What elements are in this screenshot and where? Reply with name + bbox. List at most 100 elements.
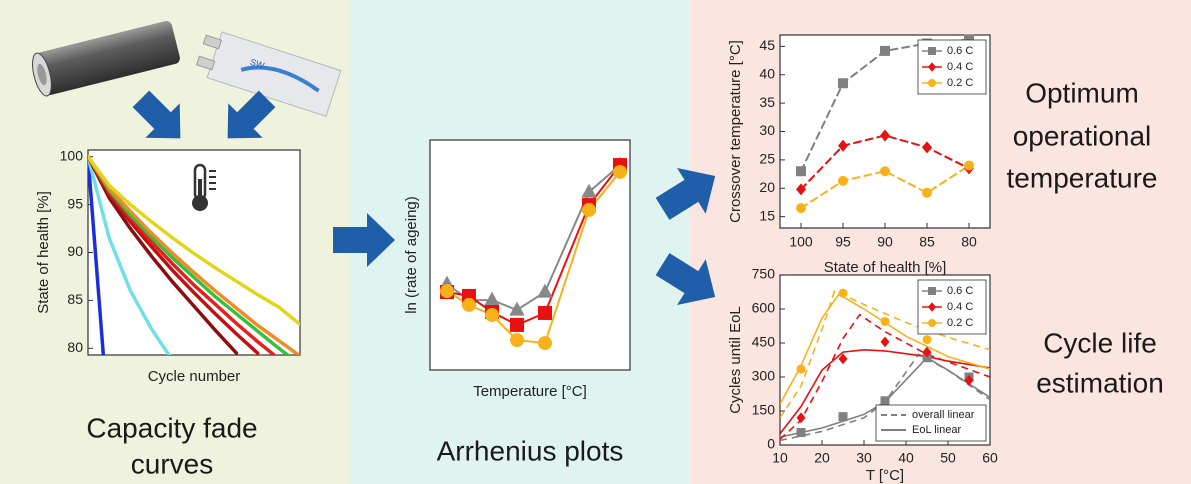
marker: [928, 47, 936, 55]
y-tick-label: 100: [60, 147, 84, 163]
marker: [838, 288, 848, 298]
marker: [880, 129, 890, 142]
y-tick-label: 300: [752, 368, 776, 384]
marker: [613, 164, 627, 179]
y-tick-label: 40: [759, 65, 775, 81]
fit-line: [780, 313, 990, 440]
marker: [537, 283, 553, 298]
y-tick-label: 450: [752, 334, 776, 350]
panel-title: temperature: [1007, 162, 1158, 193]
marker: [581, 183, 597, 198]
marker: [928, 319, 936, 327]
x-axis-label: T [°C]: [866, 467, 904, 484]
marker: [796, 428, 806, 438]
series-line: [800, 164, 970, 210]
marker: [484, 291, 500, 306]
marker: [796, 183, 806, 196]
series-line: [88, 154, 172, 355]
x-tick-label: 85: [919, 234, 935, 250]
marker: [485, 308, 499, 323]
legend-label: EoL linear: [912, 424, 961, 436]
y-tick-label: 750: [752, 266, 776, 282]
x-tick-label: 30: [856, 450, 872, 466]
x-axis-label: State of health [%]: [824, 259, 947, 276]
y-tick-label: 600: [752, 300, 776, 316]
marker: [510, 333, 524, 348]
legend-label: 0.4 C: [947, 61, 973, 73]
marker: [796, 412, 806, 424]
marker: [880, 316, 890, 326]
marker: [922, 346, 932, 358]
marker: [838, 353, 848, 365]
marker: [880, 45, 890, 56]
y-tick-label: 150: [752, 402, 776, 418]
plot-content: [88, 154, 300, 355]
marker: [796, 364, 806, 374]
panel-title: estimation: [1036, 367, 1164, 398]
x-tick-label: 100: [789, 234, 813, 250]
marker: [538, 336, 552, 351]
panel-title: Arrhenius plots: [437, 435, 624, 466]
plot-area: [429, 139, 631, 371]
y-tick-label: 95: [67, 195, 83, 211]
chart: 15 20 25 30 35 40 45 100 95 90 85 80 State of health…: [727, 34, 991, 276]
marker: [538, 305, 552, 320]
marker: [880, 396, 890, 406]
marker: [838, 175, 848, 186]
marker: [582, 202, 596, 217]
series-line: [88, 154, 106, 355]
marker: [510, 317, 524, 332]
x-tick-label: 40: [898, 450, 914, 466]
x-tick-label: 90: [877, 234, 893, 250]
marker: [928, 62, 936, 72]
series-line: [88, 154, 300, 327]
pouch-cell: SW: [196, 31, 342, 117]
marker: [880, 166, 890, 177]
panel-title: Optimum: [1025, 77, 1139, 108]
panel-title: Cycle life: [1043, 327, 1157, 358]
panel-title: Capacity fade: [86, 412, 257, 443]
x-tick-label: 80: [961, 234, 977, 250]
legend-label: 0.6 C: [947, 285, 973, 297]
y-tick-label: 45: [759, 37, 775, 53]
x-tick-label: 20: [814, 450, 830, 466]
x-tick-label: 60: [982, 450, 998, 466]
marker: [964, 160, 974, 171]
marker: [922, 335, 932, 345]
legend-label: 0.6 C: [947, 45, 973, 57]
x-axis-label: Temperature [°C]: [473, 383, 587, 400]
marker: [838, 139, 848, 152]
legend-label: 0.2 C: [947, 317, 973, 329]
panel-title: operational: [1013, 120, 1152, 151]
fit-line: [780, 293, 990, 405]
arrows: [132, 90, 716, 306]
y-tick-label: 80: [67, 339, 83, 355]
marker: [922, 141, 932, 154]
legend-label: 0.2 C: [947, 77, 973, 89]
x-tick-label: 50: [940, 450, 956, 466]
x-tick-label: 10: [772, 450, 788, 466]
marker: [796, 166, 806, 177]
thermometer-icon: [192, 163, 216, 211]
fit-line: [780, 348, 990, 435]
y-axis-label: ln (rate of ageing): [403, 196, 420, 314]
panel-title: curves: [131, 448, 213, 479]
y-tick-label: 35: [759, 94, 775, 110]
logo-text: SW: [249, 57, 266, 71]
marker: [440, 284, 454, 299]
marker: [838, 412, 848, 422]
y-axis-label: State of health [%]: [35, 191, 52, 314]
chart: Temperature [°C] ln (rate of ageing): [403, 139, 631, 400]
marker: [462, 297, 476, 312]
chart: 0 150 300 450 600 750 10 20 30 40 50 60 T [°C] Cycles…: [727, 266, 998, 484]
legend-label: 0.4 C: [947, 301, 973, 313]
legend-label: overall linear: [912, 409, 975, 421]
marker: [928, 287, 936, 295]
y-tick-label: 25: [759, 151, 775, 167]
y-tick-label: 0: [767, 436, 775, 452]
marker: [922, 187, 932, 198]
y-tick-label: 85: [67, 291, 83, 307]
y-tick-label: 20: [759, 179, 775, 195]
x-axis-label: Cycle number: [148, 368, 241, 385]
legend-box: [875, 404, 987, 442]
